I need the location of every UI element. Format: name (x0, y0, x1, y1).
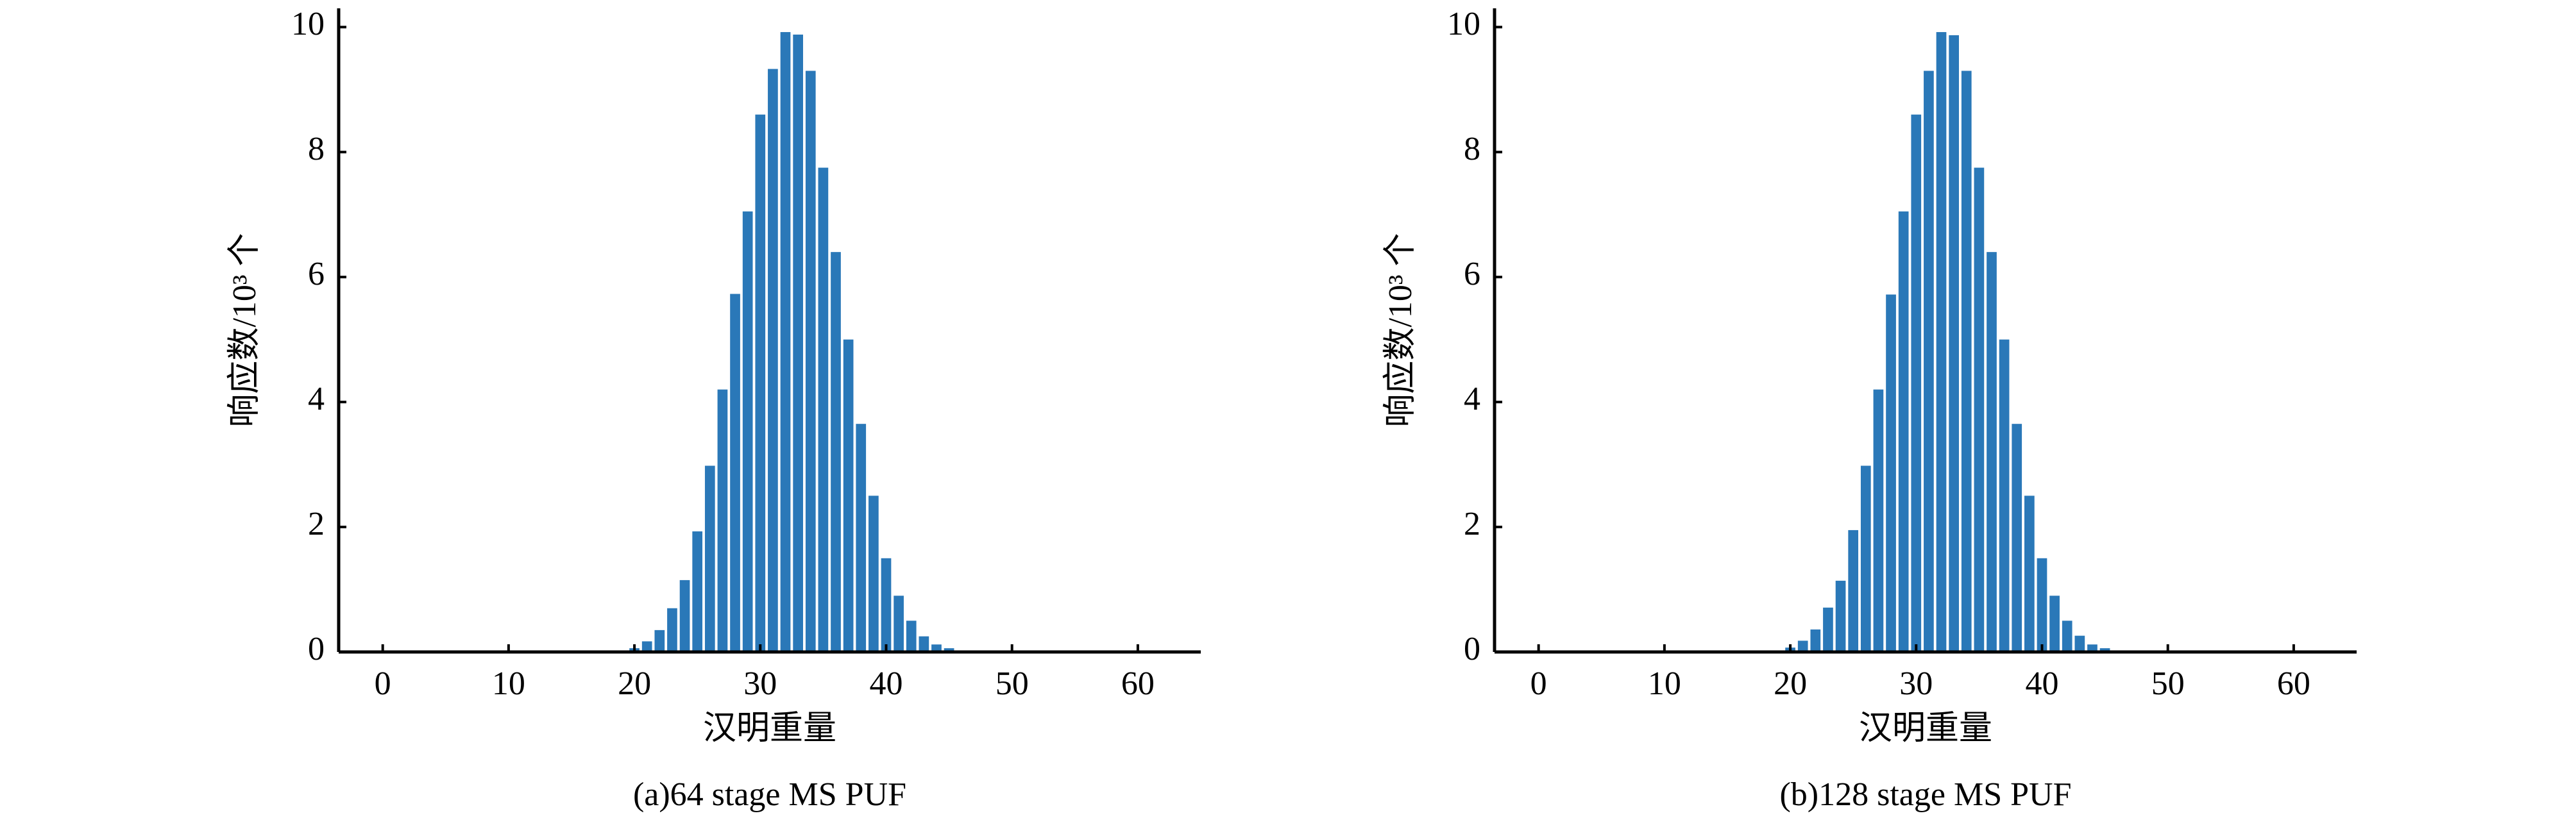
y-tick-label: 4 (1464, 381, 1480, 417)
bar (704, 465, 715, 652)
bar (869, 496, 879, 652)
bar (717, 389, 728, 652)
x-tick-label: 20 (618, 665, 651, 702)
bar (944, 648, 954, 652)
bar (1810, 629, 1821, 652)
y-tick-label: 10 (1447, 6, 1480, 42)
bar (667, 608, 677, 652)
bar (1886, 294, 1896, 652)
bar (1961, 71, 1972, 653)
bar (641, 641, 652, 652)
bar (2074, 635, 2085, 652)
bar (692, 531, 703, 652)
x-tick-label: 20 (1774, 665, 1807, 702)
x-tick-label: 40 (2025, 665, 2058, 702)
bar (1974, 167, 1985, 652)
bar (1936, 32, 1947, 653)
bar (2037, 558, 2047, 652)
bar (1898, 211, 1909, 652)
bar (856, 424, 867, 652)
bar (1797, 640, 1808, 652)
bar (654, 630, 665, 652)
bar (1949, 35, 1959, 653)
x-tick-label: 50 (996, 665, 1029, 702)
bar (1911, 114, 1922, 652)
bar (1924, 71, 1934, 653)
bar (906, 621, 917, 652)
bar (2024, 496, 2035, 652)
y-tick-label: 10 (291, 6, 325, 42)
bar (755, 114, 766, 652)
y-axis-label: 响应数/10³ 个 (226, 233, 263, 427)
bar (919, 636, 929, 652)
x-axis-label: 汉明重量 (1859, 710, 1992, 747)
y-tick-label: 8 (1464, 131, 1480, 167)
x-tick-label: 40 (869, 665, 902, 702)
caption: (a)64 stage MS PUF (633, 776, 906, 813)
x-tick-label: 30 (1899, 665, 1933, 702)
y-tick-label: 0 (1464, 631, 1480, 667)
y-tick-label: 2 (1464, 506, 1480, 542)
bar (1823, 607, 1833, 652)
bar (2062, 621, 2072, 652)
bar (768, 69, 778, 652)
y-tick-label: 0 (308, 631, 325, 667)
x-tick-label: 50 (2151, 665, 2185, 702)
bar (831, 252, 841, 652)
x-tick-label: 60 (1121, 665, 1155, 702)
bar (1848, 530, 1859, 652)
bar (780, 32, 791, 653)
bar (881, 558, 892, 652)
bar (793, 34, 803, 652)
y-axis-label: 响应数/10³ 个 (1382, 233, 1419, 427)
bar (1860, 465, 1871, 652)
bar (730, 294, 740, 652)
y-tick-label: 6 (1464, 256, 1480, 292)
bar (805, 71, 816, 653)
x-tick-label: 0 (375, 665, 391, 702)
bar (2012, 424, 2022, 652)
y-tick-label: 4 (308, 381, 325, 417)
x-tick-label: 10 (1648, 665, 1681, 702)
bar (1835, 580, 1846, 652)
x-axis-label: 汉明重量 (703, 710, 836, 747)
bar (679, 580, 690, 652)
bar (931, 644, 942, 652)
y-tick-label: 8 (308, 131, 325, 167)
bar (1873, 389, 1884, 652)
y-tick-label: 2 (308, 506, 325, 542)
x-tick-label: 10 (492, 665, 525, 702)
bar (742, 211, 753, 652)
bar (843, 339, 854, 652)
x-tick-label: 60 (2277, 665, 2310, 702)
bar (2099, 648, 2110, 652)
x-tick-label: 30 (743, 665, 777, 702)
caption: (b)128 stage MS PUF (1779, 776, 2071, 813)
bar (2049, 596, 2060, 652)
y-tick-label: 6 (308, 256, 325, 292)
x-tick-label: 0 (1530, 665, 1547, 702)
bar (2087, 644, 2097, 652)
bar (818, 167, 829, 652)
bar (894, 596, 904, 652)
bar (1999, 339, 2010, 652)
bar (1987, 252, 1997, 652)
